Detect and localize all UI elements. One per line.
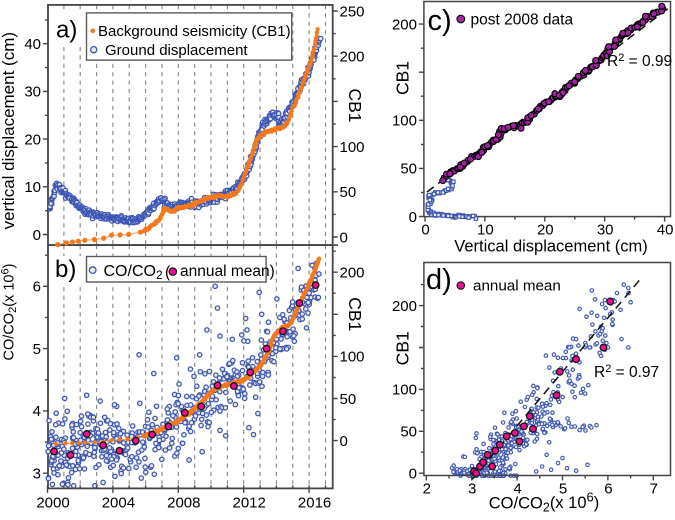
svg-text:CB1: CB1 [345,297,365,331]
svg-text:4: 4 [33,403,41,420]
svg-text:Background seismicity (CB1): Background seismicity (CB1) [98,23,291,40]
svg-text:(: ( [165,264,171,281]
svg-text:5: 5 [559,481,567,498]
svg-text:100: 100 [392,113,417,130]
svg-text:Vertical displacement (cm): Vertical displacement (cm) [454,238,647,256]
svg-text:50: 50 [340,184,357,201]
svg-text:CB1: CB1 [393,331,413,365]
svg-text:2008: 2008 [167,495,200,512]
svg-text:c): c) [428,5,452,37]
svg-text:10: 10 [477,222,494,239]
svg-text:0: 0 [421,222,429,239]
svg-text:CB1: CB1 [393,61,413,95]
svg-text:vertical displacement (cm): vertical displacement (cm) [0,32,18,229]
svg-text:CO/CO2: CO/CO2 [104,263,163,282]
svg-text:50: 50 [400,424,417,441]
svg-text:0: 0 [33,227,41,244]
svg-text:2: 2 [423,481,431,498]
svg-text:6: 6 [604,481,612,498]
svg-text:20: 20 [24,131,41,148]
svg-text:annual mean: annual mean [473,278,561,295]
svg-text:2016: 2016 [298,495,331,512]
svg-text:4: 4 [513,481,521,498]
svg-text:R2 = 0.97: R2 = 0.97 [594,363,659,381]
svg-text:0: 0 [340,433,348,450]
svg-text:40: 40 [24,36,41,53]
svg-text:100: 100 [340,139,365,156]
svg-text:10: 10 [24,179,41,196]
svg-text:7: 7 [650,481,658,498]
svg-text:50: 50 [400,161,417,178]
svg-text:20: 20 [537,222,554,239]
svg-text:200: 200 [392,16,417,33]
svg-text:200: 200 [392,298,417,315]
svg-text:a): a) [56,17,77,44]
svg-text:40: 40 [657,222,674,239]
svg-text:d): d) [426,264,452,296]
svg-text:0: 0 [409,209,417,226]
svg-text:5: 5 [33,341,41,358]
svg-text:30: 30 [597,222,614,239]
svg-text:3: 3 [33,466,41,483]
svg-text:100: 100 [392,382,417,399]
svg-text:R2 = 0.99: R2 = 0.99 [607,52,672,70]
svg-text:100: 100 [340,349,365,366]
svg-text:Ground displacement: Ground displacement [105,42,248,59]
svg-text:annual mean): annual mean) [180,263,275,280]
svg-text:30: 30 [24,84,41,101]
svg-text:200: 200 [340,49,365,66]
svg-text:250: 250 [340,3,365,20]
svg-text:2012: 2012 [233,495,266,512]
svg-text:post 2008 data: post 2008 data [471,12,574,29]
svg-text:6: 6 [33,279,41,296]
svg-text:CO/CO2(x 106): CO/CO2(x 106) [0,264,19,361]
svg-text:0: 0 [340,229,348,246]
svg-text:200: 200 [340,265,365,282]
svg-text:b): b) [55,256,76,283]
svg-text:3: 3 [468,481,476,498]
svg-text:0: 0 [409,466,417,483]
svg-text:2000: 2000 [36,495,69,512]
svg-text:2004: 2004 [102,495,135,512]
svg-text:CB1: CB1 [345,88,365,122]
svg-text:50: 50 [340,391,357,408]
